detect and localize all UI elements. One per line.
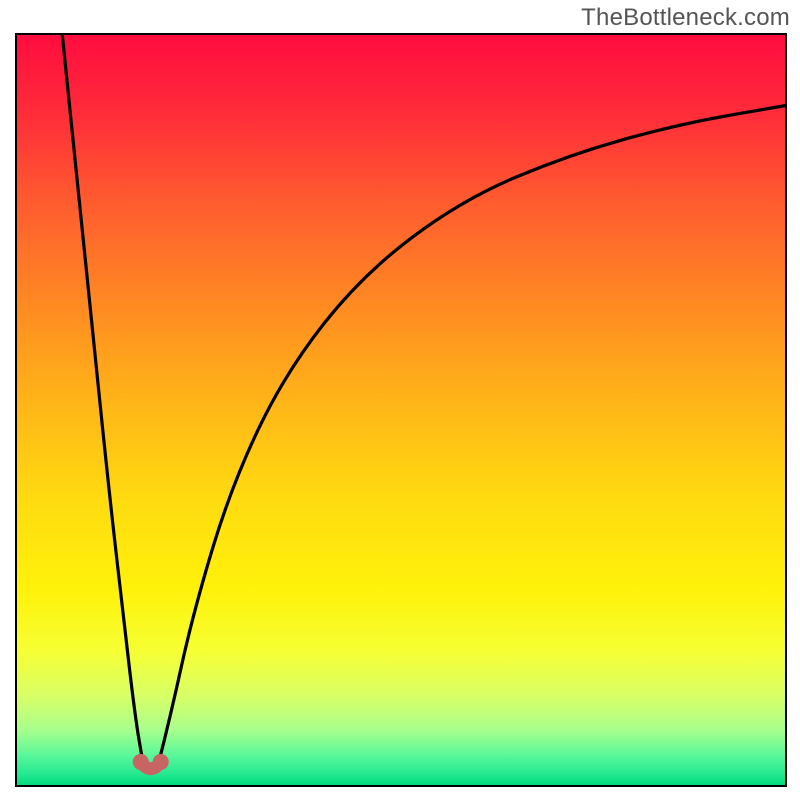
valley-marker xyxy=(153,754,169,770)
plot-area xyxy=(16,34,786,786)
bottleneck-chart-svg xyxy=(0,0,800,800)
valley-marker xyxy=(133,754,149,770)
watermark-text: TheBottleneck.com xyxy=(581,4,790,32)
chart-container: TheBottleneck.com xyxy=(0,0,800,800)
